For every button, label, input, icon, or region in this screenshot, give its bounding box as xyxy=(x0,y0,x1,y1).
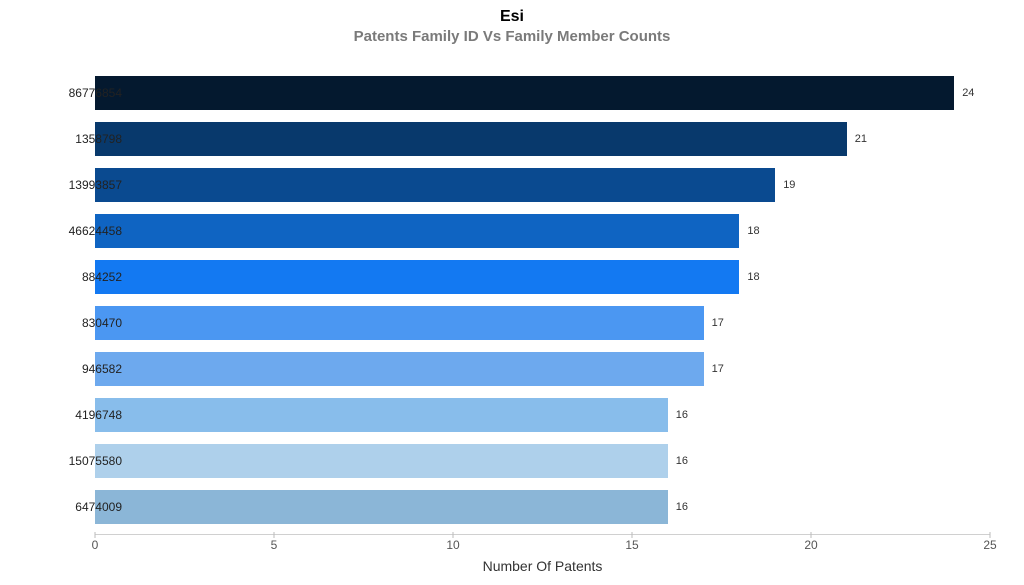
value-label: 18 xyxy=(747,271,759,283)
chart-subtitle: Patents Family ID Vs Family Member Count… xyxy=(0,28,1024,45)
chart-container: Esi Patents Family ID Vs Family Member C… xyxy=(0,0,1024,585)
y-tick-label: 15075580 xyxy=(37,454,122,468)
bar-row: 18 xyxy=(95,214,990,247)
bar-row: 24 xyxy=(95,76,990,109)
y-tick-label: 13993857 xyxy=(37,178,122,192)
bar-row: 17 xyxy=(95,306,990,339)
value-label: 18 xyxy=(747,225,759,237)
value-label: 21 xyxy=(855,133,867,145)
bar xyxy=(95,214,739,247)
y-tick-label: 884252 xyxy=(37,270,122,284)
bar-row: 18 xyxy=(95,260,990,293)
value-label: 19 xyxy=(783,179,795,191)
bar-row: 17 xyxy=(95,352,990,385)
y-tick-label: 1358798 xyxy=(37,132,122,146)
value-label: 16 xyxy=(676,501,688,513)
value-label: 24 xyxy=(962,87,974,99)
x-tick-label: 20 xyxy=(804,538,817,552)
plot-area: 24 21 19 18 18 17 17 16 16 16 xyxy=(95,70,990,530)
bar-row: 19 xyxy=(95,168,990,201)
bar-row: 16 xyxy=(95,398,990,431)
x-axis-line xyxy=(95,534,990,535)
y-tick-label: 46624458 xyxy=(37,224,122,238)
bar xyxy=(95,168,775,201)
bar xyxy=(95,306,704,339)
value-label: 16 xyxy=(676,455,688,467)
x-tick-label: 15 xyxy=(625,538,638,552)
bar xyxy=(95,490,668,523)
chart-titles: Esi Patents Family ID Vs Family Member C… xyxy=(0,0,1024,45)
y-tick-label: 830470 xyxy=(37,316,122,330)
x-tick-label: 5 xyxy=(271,538,278,552)
x-axis-title: Number Of Patents xyxy=(95,558,990,574)
y-tick-label: 4196748 xyxy=(37,408,122,422)
value-label: 17 xyxy=(712,317,724,329)
bar xyxy=(95,76,954,109)
x-tick-label: 10 xyxy=(446,538,459,552)
bar xyxy=(95,122,847,155)
value-label: 16 xyxy=(676,409,688,421)
bar xyxy=(95,444,668,477)
bar-row: 16 xyxy=(95,444,990,477)
y-tick-label: 6474009 xyxy=(37,500,122,514)
bar-row: 16 xyxy=(95,490,990,523)
y-tick-label: 946582 xyxy=(37,362,122,376)
bar xyxy=(95,398,668,431)
bar-row: 21 xyxy=(95,122,990,155)
bar xyxy=(95,260,739,293)
value-label: 17 xyxy=(712,363,724,375)
x-tick-label: 0 xyxy=(92,538,99,552)
y-tick-label: 86776854 xyxy=(37,86,122,100)
bar xyxy=(95,352,704,385)
x-tick-label: 25 xyxy=(983,538,996,552)
chart-title: Esi xyxy=(0,8,1024,26)
